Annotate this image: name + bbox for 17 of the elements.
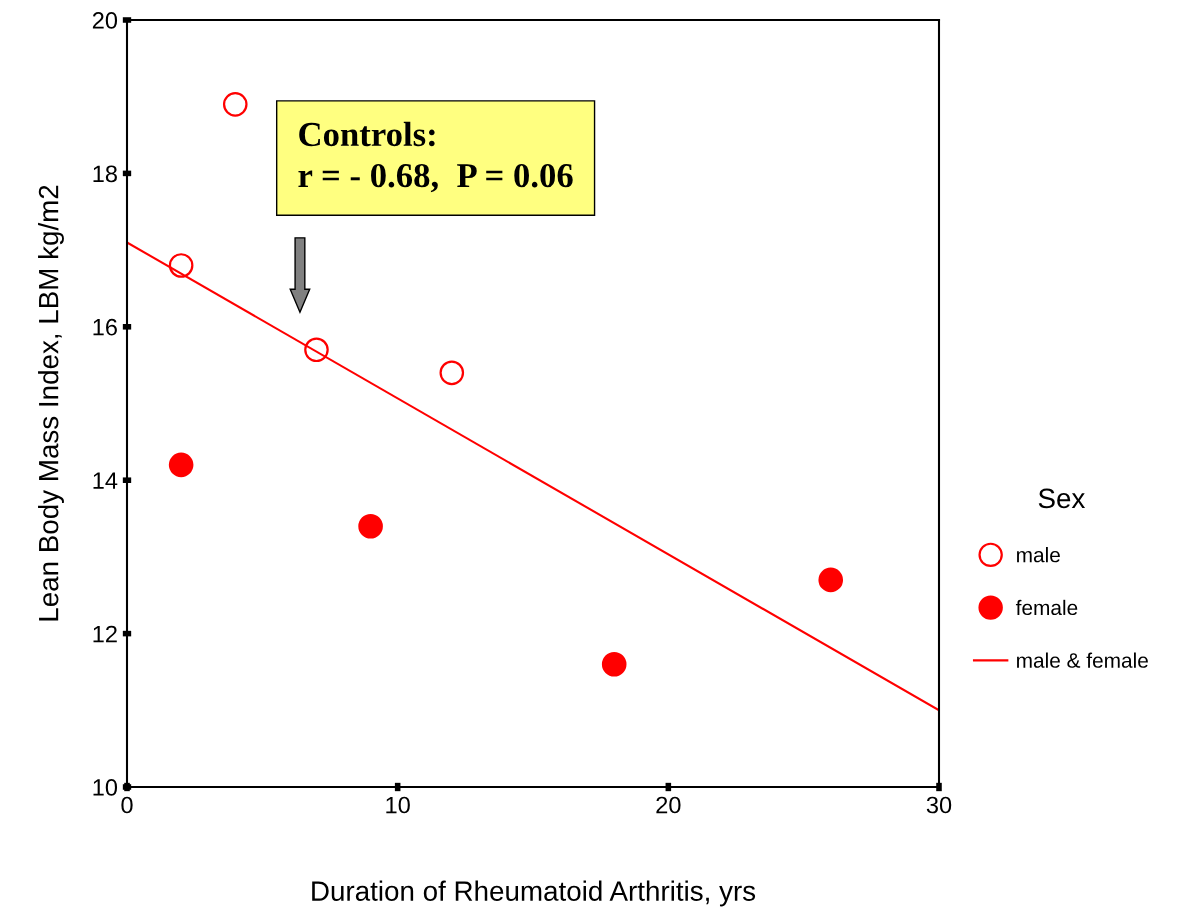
x-axis-title: Duration of Rheumatoid Arthritis, yrs — [312, 880, 756, 907]
legend-label: male — [1017, 547, 1060, 563]
x-tick-label: 0 — [121, 796, 133, 814]
y-tick-label: 12 — [93, 625, 117, 643]
y-tick-label: 10 — [93, 779, 118, 796]
legend-label: male & female — [1017, 652, 1148, 668]
y-tick-label: 18 — [93, 165, 117, 183]
y-tick-label: 20 — [92, 12, 118, 29]
x-tick-label: 30 — [926, 796, 952, 814]
x-tick-label: 10 — [386, 796, 410, 814]
legend-label: female — [1015, 599, 1078, 616]
y-tick-label: 14 — [93, 472, 118, 489]
legend-title: Sex — [1038, 488, 1086, 509]
y-axis-title: Lean Body Mass Index, LBM kg/m2 — [38, 185, 64, 621]
x-tick-label: 20 — [656, 796, 681, 814]
annotation: Controls: r = - 0.68, P = 0.06 — [298, 121, 573, 193]
y-tick-label: 16 — [93, 318, 117, 336]
